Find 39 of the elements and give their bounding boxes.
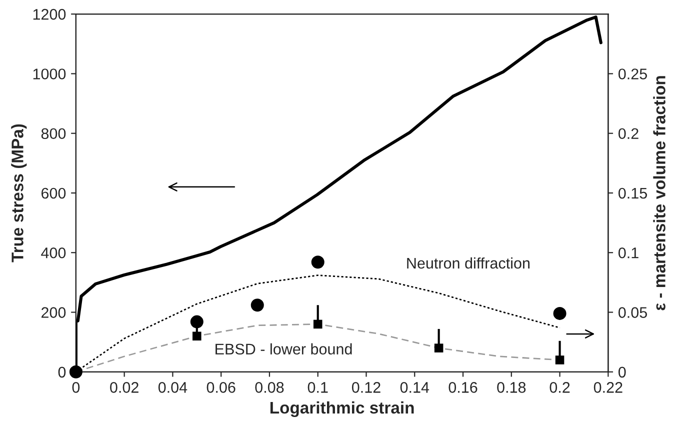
x-tick-label: 0.1 xyxy=(308,382,328,393)
y-tick-label: 1000 xyxy=(33,68,66,80)
point xyxy=(313,320,322,329)
y-tick-label: 400 xyxy=(41,247,66,258)
point xyxy=(190,315,204,328)
y2-axis-title: ε - martensite volume fraction xyxy=(653,76,666,310)
x-tick-label: 0.12 xyxy=(352,382,380,393)
y-axis-title: True stress (MPa) xyxy=(11,124,27,262)
annotation: EBSD - lower bound xyxy=(216,343,352,355)
y-tick-label: 200 xyxy=(41,307,66,318)
y2-tick-label: 0.25 xyxy=(618,68,647,80)
y2-tick-label: 0.2 xyxy=(618,128,638,140)
x-axis-title: Logarithmic strain xyxy=(270,401,414,418)
y-tick-label: 800 xyxy=(41,128,66,140)
x-tick-label: 0.18 xyxy=(497,382,526,393)
y-tick-label: 0 xyxy=(58,366,66,378)
x-tick-label: 0.04 xyxy=(158,382,188,393)
x-tick-label: 0.08 xyxy=(255,382,284,393)
y2-tick-label: 0.05 xyxy=(618,307,647,318)
x-tick-label: 0.22 xyxy=(594,382,622,393)
point xyxy=(434,344,444,352)
point xyxy=(553,306,566,320)
y-tick-label: 1200 xyxy=(33,8,66,20)
y2-tick-label: 0.15 xyxy=(618,188,647,199)
x-tick-label: 0.16 xyxy=(448,382,478,393)
x-tick-label: 0.02 xyxy=(110,382,138,393)
y2-tick-label: 0 xyxy=(618,366,626,378)
y-tick-label: 600 xyxy=(42,188,66,199)
point xyxy=(555,356,564,364)
x-tick-label: 0.06 xyxy=(206,382,236,393)
x-tick-label: 0.14 xyxy=(400,382,430,393)
x-tick-label: 0.2 xyxy=(550,382,570,393)
x-tick-label: 0 xyxy=(72,382,80,393)
point xyxy=(311,256,324,269)
y2-tick-label: 0.1 xyxy=(618,247,638,258)
point xyxy=(250,298,264,312)
point xyxy=(192,332,202,341)
annotation: Neutron diffraction xyxy=(407,257,530,269)
point xyxy=(69,365,82,378)
